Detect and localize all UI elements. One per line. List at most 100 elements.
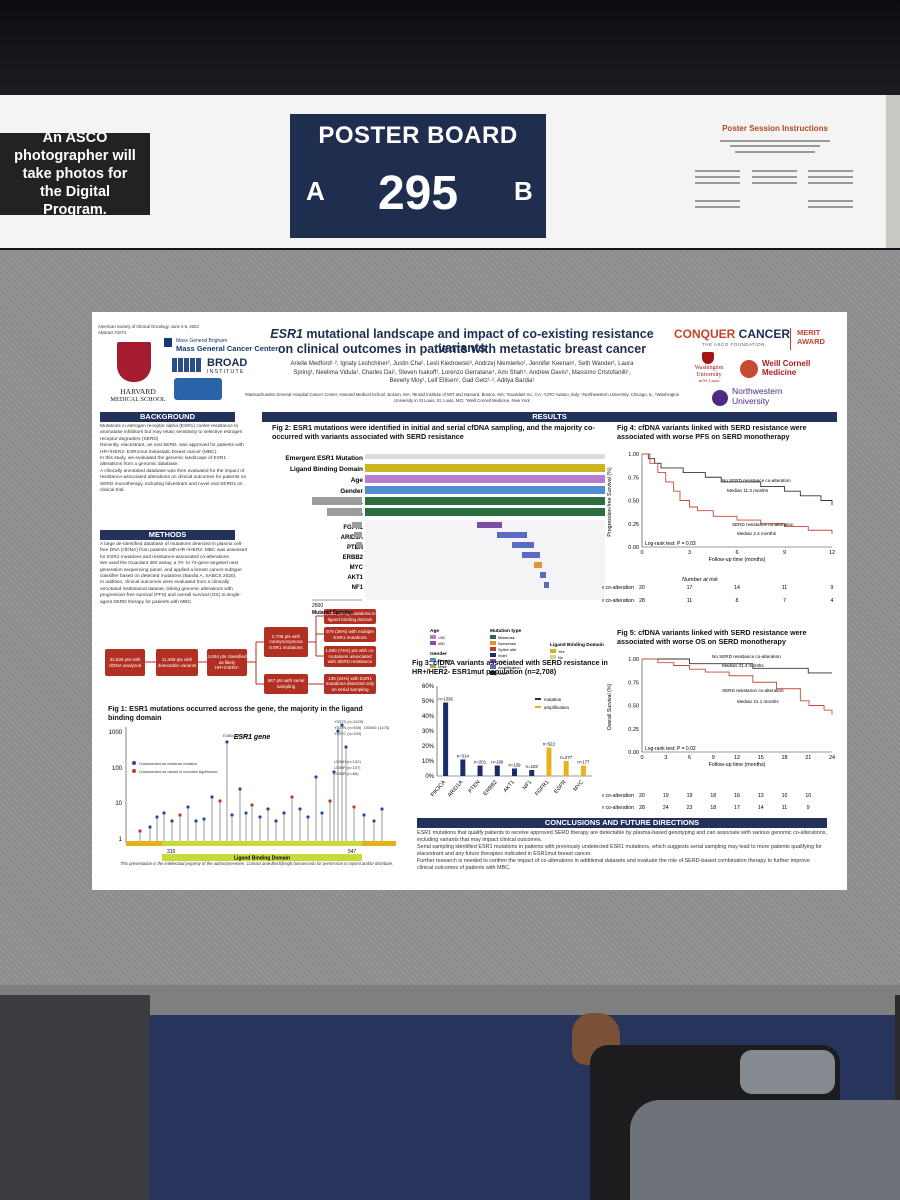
fig3-category: ERBB2 (483, 779, 499, 797)
erbb2-block (522, 552, 540, 558)
ligand-binding-domain-bar (162, 841, 362, 846)
lollipop-head (274, 819, 278, 823)
conclusions-bullets: ESR1 mutations that qualify patients to … (417, 830, 827, 872)
conclusions-heading: CONCLUSIONS AND FUTURE DIRECTIONS (417, 818, 827, 828)
fig3-bar (580, 765, 586, 776)
fig2-row-label: ERBB2 (343, 555, 364, 561)
fgfr1-block (477, 522, 502, 528)
fig1-annotation: L536R (n=66) (334, 771, 359, 776)
fig2-row-label: Ligand Binding Domain (290, 466, 363, 473)
fig1-domain-label: Ligand Binding Domain (234, 856, 290, 862)
legend-mut-swatch (490, 659, 496, 663)
legend-mut-swatch (490, 635, 496, 639)
lollipop-head (155, 815, 159, 819)
affiliations: ¹Massachusetts General Hospital Cancer C… (244, 392, 680, 403)
lollipop-head (148, 825, 152, 829)
fig3-bar (443, 702, 449, 776)
esr1-count-bar (312, 497, 362, 505)
background-bullet: In this study, we evaluated the genomic … (100, 456, 227, 468)
km-risk-value: 10 (782, 793, 788, 799)
fig2-axis-tick: 2500 (312, 603, 323, 609)
km-risk-value: 17 (687, 585, 693, 591)
fig3-bar-label: n=139 (508, 763, 521, 768)
legend-age: ≥50 (438, 641, 445, 646)
fig1-annotation: D538G (1475) (364, 725, 390, 730)
conquer-cancer-logo: CONQUER CANCER (674, 327, 790, 341)
fig3-legend-label: amplification (544, 705, 570, 710)
km-risk-value: 18 (710, 805, 716, 811)
fig2-row-label: AKT1 (347, 575, 363, 581)
merit-award-line1: MERIT (797, 328, 821, 337)
lollipop-head (298, 807, 302, 811)
km-survival-curve (642, 453, 833, 534)
banner-edge (886, 95, 900, 248)
legend-missense: Characterized as missense mutation (139, 762, 197, 766)
pten-count-bar (356, 542, 362, 548)
fig3-category: AKT1 (503, 779, 516, 793)
fig2-row-label: PTEN (347, 545, 363, 551)
broad-icon (172, 358, 202, 372)
flow-box-esr1: 2,708 pts with nonsynonymous ESR1 mutati… (264, 627, 308, 657)
km-risk-value: 28 (639, 805, 645, 811)
fig3-bar-label: n=177 (577, 760, 590, 765)
lollipop-head (332, 770, 336, 774)
legend-mut-swatch (490, 653, 496, 657)
km-risk-value: 14 (758, 805, 764, 811)
mgb-small-label: Mass General Brigham (176, 338, 228, 344)
fig3-bar (494, 765, 500, 776)
km-ytick: 0.75 (628, 475, 639, 481)
arid1a-count-bar (354, 532, 362, 538)
fig5-title: Fig 5: cfDNA variants linked with SERD r… (617, 628, 807, 646)
lollipop-head (282, 811, 286, 815)
fig3-bar-chart: 0% 10% 20% 30% 40% 50% 60% n=1336 PIK3CA n=314 ARI… (422, 684, 592, 799)
board-stand-right (895, 995, 900, 1200)
legend-lbd: No (558, 655, 564, 660)
lollipop-head (340, 723, 344, 727)
km-label-no-median: Median 31.4 months (722, 663, 764, 668)
flow-box-multiple: 979 (36%) with multiple ESR1 mutations (324, 627, 376, 642)
fig3-ytick: 30% (422, 729, 435, 735)
legend-lbd-title: Ligand Binding Domain (550, 642, 604, 648)
lollipop-head (178, 813, 182, 817)
poster-title-line2: on clinical outcomes in patients with me… (277, 342, 647, 356)
fig3-bar-label: n=277 (560, 755, 573, 760)
km-risk-value: 20 (639, 793, 645, 799)
km-risk-value: 8 (736, 598, 739, 604)
fig1-annotation: Y537N (n=508) (334, 725, 362, 730)
fig2-title: Fig 2: ESR1 mutations were identified in… (272, 423, 595, 441)
legend-mut-label: VUS (498, 659, 507, 664)
legend-gender-title: Gender (430, 651, 447, 657)
legend-age-title: Age (430, 628, 439, 634)
lollipop-head (238, 787, 242, 791)
fig1-annotation: L536P (n=107) (334, 765, 361, 770)
background-bullets: Mutations in estrogen receptor alpha (ES… (100, 424, 248, 494)
pik3ca-track (365, 508, 605, 516)
fig2-row-label: Gender (340, 488, 363, 495)
methods-bullet: In addition, clinical outcomes were eval… (100, 580, 242, 605)
fig3-ytick: 60% (422, 684, 435, 690)
km-risk-value: 11 (782, 585, 787, 591)
conference-info: American Society of Clinical Oncology, J… (98, 324, 199, 329)
fig2-oncoplot: Emergent ESR1 Mutation Ligand Binding Dom… (285, 454, 605, 676)
weill-cornell-icon (740, 360, 758, 378)
other-genes-track (365, 520, 605, 600)
legend-mut-label: Splice site (498, 647, 517, 652)
km-risk-title: Number at risk (682, 577, 718, 583)
fig4-km-plot: 1.00 0.75 0.50 0.25 0.000 3 6 9 12 Follow-up time… (602, 452, 835, 604)
arid1a-block (497, 532, 527, 538)
km-risk-value: 28 (639, 598, 645, 604)
fig3-bar (529, 770, 535, 776)
fig3-ytick: 50% (422, 699, 435, 705)
lollipop-head (225, 740, 229, 744)
side-b-label: B (514, 176, 533, 206)
km-risk-label: Resistance co-alteration (602, 598, 634, 604)
lollipop-head (380, 807, 384, 811)
km-ytick: 0.25 (628, 727, 639, 733)
ceiling (0, 0, 900, 95)
flow-box-analyzed: 32,826 pts with cfDNA analyzed (105, 649, 145, 676)
fgfr1-count-bar (352, 522, 362, 528)
fig1-gene-label: ESR1 gene (234, 734, 271, 741)
lollipop-head (230, 813, 234, 817)
washu-logo: Washington University in St. Louis (684, 365, 734, 385)
nw-line: University (732, 395, 770, 406)
